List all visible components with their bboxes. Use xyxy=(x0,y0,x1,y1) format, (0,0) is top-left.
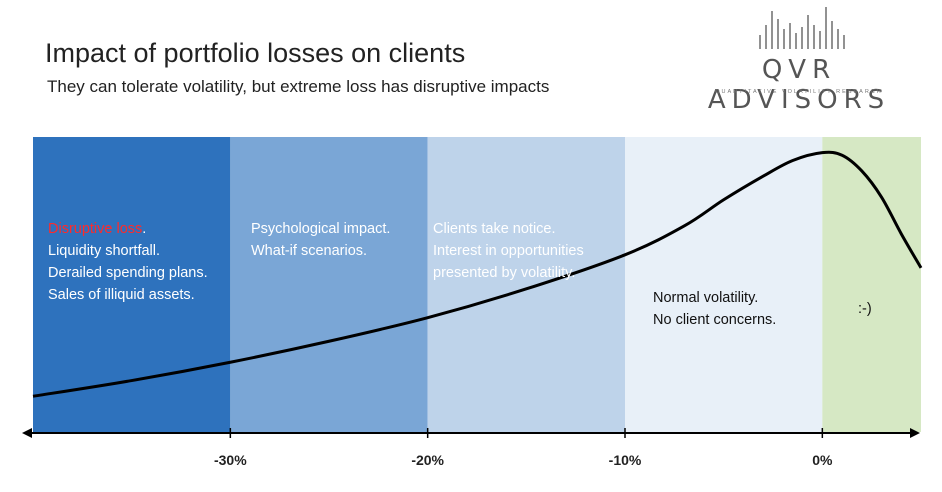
chart-subtitle: They can tolerate volatility, but extrem… xyxy=(47,77,550,96)
zone-psychological xyxy=(230,137,428,432)
zone-disruptive-text: Disruptive loss. Liquidity shortfall. De… xyxy=(48,218,208,306)
zone-line: :-) xyxy=(858,301,872,317)
zone-line: Interest in opportunities xyxy=(433,243,584,259)
zone-line: Sales of illiquid assets. xyxy=(48,287,195,303)
zone-line: Psychological impact. xyxy=(251,221,391,237)
zone-line: Derailed spending plans. xyxy=(48,265,208,281)
disruptive-loss-label: Disruptive loss xyxy=(48,221,143,237)
logo-name: QVR ADVISORS xyxy=(707,55,891,115)
zone-psychological-text: Psychological impact. What-if scenarios. xyxy=(251,218,390,262)
chart-title: Impact of portfolio losses on clients xyxy=(45,38,466,68)
qvr-logo: QVR ADVISORS QUANTITATIVE VOLATILITY RES… xyxy=(676,5,922,115)
zone-happy-text: :-) xyxy=(858,298,872,320)
x-tick-label: -20% xyxy=(411,452,444,468)
zone-line: Normal volatility. xyxy=(653,290,759,306)
zone-line: presented by volatility. xyxy=(433,265,576,281)
client-impact-curve xyxy=(32,150,923,398)
zone-line: What-if scenarios. xyxy=(251,243,368,259)
zone-line: Clients take notice. xyxy=(433,221,556,237)
zone-line: Liquidity shortfall. xyxy=(48,243,161,259)
x-axis xyxy=(22,428,920,438)
axis-left-arrow-icon xyxy=(22,428,32,438)
zone-notice xyxy=(427,137,625,432)
x-tick-label: 0% xyxy=(812,452,833,468)
logo-tagline: QUANTITATIVE VOLATILITY RESEARCH xyxy=(715,89,883,95)
zone-notice-text: Clients take notice. Interest in opportu… xyxy=(433,218,584,284)
x-tick-label: -10% xyxy=(608,452,642,468)
zone-backgrounds xyxy=(33,137,921,432)
zone-line: No client concerns. xyxy=(653,312,777,328)
zone-normal-text: Normal volatility. No client concerns. xyxy=(653,287,776,331)
disruptive-loss-period: . xyxy=(142,221,147,237)
zone-happy xyxy=(822,137,921,432)
x-axis-ticks xyxy=(229,428,824,438)
zone-normal xyxy=(625,137,823,432)
zone-disruptive xyxy=(33,137,231,432)
axis-right-arrow-icon xyxy=(910,428,920,438)
x-tick-label: -30% xyxy=(213,452,247,468)
logo-bars-icon xyxy=(759,7,845,49)
